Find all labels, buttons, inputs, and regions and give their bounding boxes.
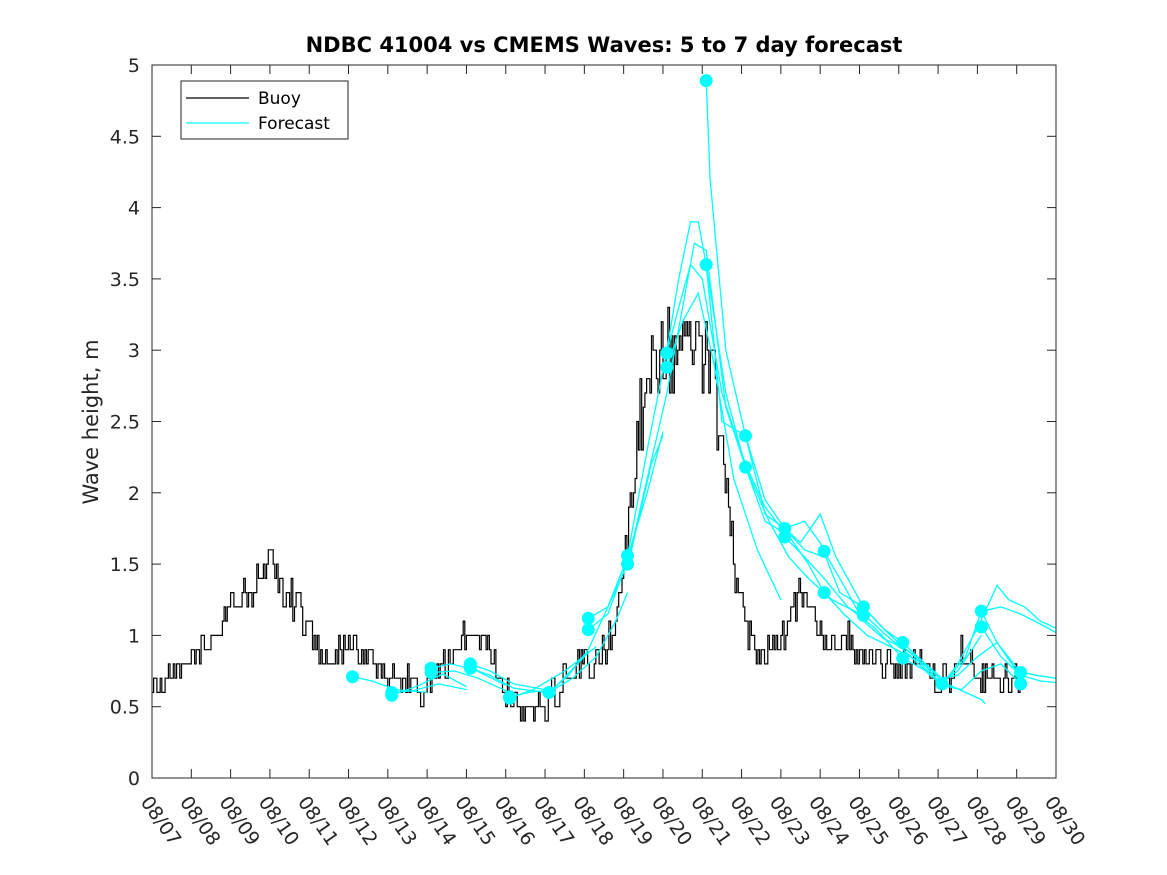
forecast-marker [974, 604, 988, 618]
forecast-marker [896, 636, 910, 650]
forecast-line [548, 592, 629, 693]
legend-forecast-label: Forecast [258, 114, 330, 134]
plot-frame [151, 64, 1057, 779]
forecast-marker [463, 661, 477, 675]
forecast-line [509, 646, 597, 699]
forecast-marker [935, 677, 949, 691]
forecast-line [902, 657, 1022, 691]
forecast-marker [385, 688, 399, 702]
forecast-line [705, 264, 825, 593]
forecast-marker [345, 670, 359, 684]
forecast-series-lines [352, 80, 1057, 705]
forecast-marker [581, 611, 595, 625]
forecast-line [431, 670, 510, 693]
y-tick-label: 0 [128, 768, 140, 790]
forecast-marker [738, 460, 752, 474]
y-tick-label: 1 [128, 625, 140, 647]
forecast-marker [778, 530, 792, 544]
legend-box [180, 80, 349, 140]
forecast-marker [974, 620, 988, 634]
forecast-marker [660, 346, 674, 360]
forecast-line [391, 673, 467, 696]
forecast-line [666, 291, 782, 601]
plot-content [152, 74, 1057, 722]
forecast-marker [660, 360, 674, 374]
y-tick-label: 4.5 [110, 126, 140, 148]
forecast-line [941, 606, 1057, 686]
forecast-line [823, 592, 943, 688]
forecast-marker [896, 651, 910, 665]
forecast-marker [424, 665, 438, 679]
y-tick-label: 4 [128, 198, 140, 220]
legend: Buoy Forecast [180, 80, 349, 140]
forecast-line [744, 435, 864, 608]
y-tick-label: 3 [128, 340, 140, 362]
chart-title: NDBC 41004 vs CMEMS Waves: 5 to 7 day fo… [306, 33, 903, 57]
forecast-marker [856, 608, 870, 622]
forecast-marker [817, 586, 831, 600]
forecast-line [941, 584, 1057, 686]
forecast-marker [1014, 665, 1028, 679]
forecast-line [626, 221, 746, 556]
forecast-marker [817, 544, 831, 558]
y-tick-label: 5 [128, 55, 140, 77]
forecast-line [784, 536, 904, 659]
forecast-marker [581, 623, 595, 637]
y-tick-label: 3.5 [110, 269, 140, 291]
y-tick-label: 0.5 [110, 697, 140, 719]
forecast-marker [738, 429, 752, 443]
forecast-line [823, 550, 943, 686]
legend-buoy-label: Buoy [258, 89, 301, 109]
forecast-marker [1014, 677, 1028, 691]
forecast-line [705, 80, 825, 558]
forecast-line [626, 242, 747, 565]
forecast-marker [699, 74, 713, 88]
y-tick-label: 1.5 [110, 554, 140, 576]
buoy-series-line [152, 306, 1021, 722]
forecast-line [430, 663, 506, 686]
y-tick-label: 2 [128, 483, 140, 505]
forecast-marker [699, 258, 713, 272]
forecast-line [470, 663, 546, 691]
y-axis-label: Wave height, m [79, 339, 103, 504]
forecast-line [470, 667, 546, 694]
forecast-line [744, 466, 864, 616]
forecast-marker [621, 557, 635, 571]
forecast-marker [542, 685, 556, 699]
plot-area [152, 65, 1056, 778]
forecast-line [548, 563, 629, 693]
forecast-marker [503, 691, 517, 705]
y-tick-label: 2.5 [110, 412, 140, 434]
forecast-start-markers [345, 74, 1028, 705]
